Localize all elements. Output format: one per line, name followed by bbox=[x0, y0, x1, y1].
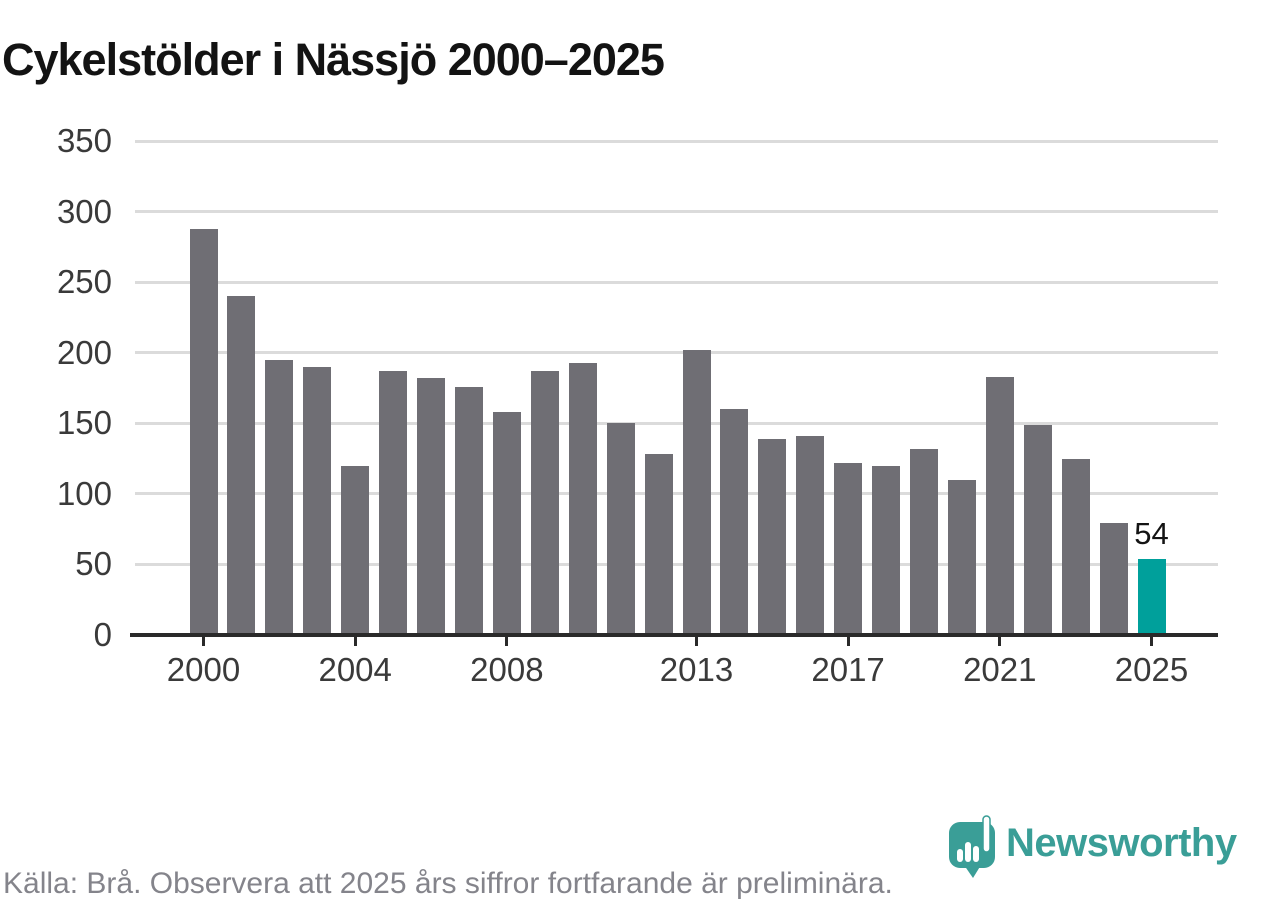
bar-2014 bbox=[720, 409, 749, 635]
bar-2017 bbox=[834, 463, 863, 635]
x-tick-label: 2017 bbox=[811, 651, 885, 688]
y-tick-label: 300 bbox=[56, 192, 112, 230]
y-tick-label: 50 bbox=[75, 545, 112, 583]
x-tick-mark bbox=[846, 637, 850, 646]
x-tick-label: 2021 bbox=[963, 651, 1037, 688]
bar-2005 bbox=[379, 371, 408, 635]
x-tick-mark bbox=[202, 637, 205, 646]
y-tick-label: 200 bbox=[56, 333, 112, 371]
bar-2022 bbox=[1023, 425, 1052, 635]
bar-2012 bbox=[644, 454, 673, 635]
x-tick-label: 2025 bbox=[1114, 651, 1189, 688]
bar-2004 bbox=[341, 466, 370, 635]
newsworthy-icon bbox=[948, 815, 1000, 884]
bar-2010 bbox=[568, 363, 597, 635]
gridline-y-300 bbox=[135, 210, 1218, 214]
bar-2006 bbox=[417, 378, 445, 635]
bar-2015 bbox=[758, 439, 787, 635]
y-tick-label: 250 bbox=[56, 263, 112, 301]
newsworthy-wordmark: Newsworthy bbox=[1006, 821, 1237, 865]
x-tick-label: 2000 bbox=[166, 651, 241, 688]
bar-2024 bbox=[1099, 523, 1128, 635]
x-axis-line bbox=[130, 633, 1218, 637]
x-tick-mark bbox=[353, 637, 357, 646]
bar-2000 bbox=[189, 229, 218, 635]
bar-2025 bbox=[1137, 559, 1166, 635]
gridline-y-50 bbox=[135, 562, 1218, 566]
gridline-y-250 bbox=[135, 280, 1218, 284]
chart-canvas: Cykelstölder i Nässjö 2000–2025 0 50 100 15… bbox=[2, 34, 1262, 900]
gridline-y-150 bbox=[135, 421, 1218, 425]
gridline-y-100 bbox=[135, 492, 1218, 496]
bar-2001 bbox=[227, 296, 256, 635]
newsworthy-logo: Newsworthy bbox=[948, 815, 1262, 879]
x-tick-label: 2008 bbox=[470, 651, 544, 688]
x-tick-label: 2013 bbox=[659, 651, 734, 688]
bar-2013 bbox=[682, 350, 711, 635]
x-tick-mark bbox=[695, 637, 698, 646]
x-tick-mark bbox=[1150, 637, 1153, 646]
bar-value-label: 54 bbox=[1134, 516, 1169, 551]
y-tick-label: 100 bbox=[56, 474, 112, 512]
y-tick-label: 0 bbox=[93, 616, 112, 653]
y-tick-label: 350 bbox=[56, 122, 112, 159]
bar-2016 bbox=[796, 436, 825, 635]
bar-2021 bbox=[985, 377, 1014, 635]
x-tick-mark bbox=[998, 637, 1002, 646]
bar-2018 bbox=[872, 466, 901, 635]
bar-2020 bbox=[947, 480, 976, 635]
bar-2003 bbox=[303, 367, 332, 635]
bar-2023 bbox=[1061, 459, 1090, 635]
bar-2011 bbox=[606, 423, 635, 635]
bar-2008 bbox=[492, 412, 521, 635]
bar-2002 bbox=[265, 360, 294, 635]
chart-title: Cykelstölder i Nässjö 2000–2025 bbox=[2, 34, 665, 86]
bar-2009 bbox=[530, 371, 559, 635]
gridline-y-200 bbox=[135, 351, 1218, 355]
x-tick-mark bbox=[505, 637, 509, 646]
source-caption: Källa: Brå. Observera att 2025 års siffr… bbox=[3, 867, 893, 900]
bar-2007 bbox=[454, 387, 483, 635]
bar-2019 bbox=[910, 449, 938, 635]
gridline-y-350 bbox=[135, 139, 1218, 143]
x-tick-label: 2004 bbox=[318, 651, 392, 688]
y-tick-label: 150 bbox=[56, 404, 112, 442]
